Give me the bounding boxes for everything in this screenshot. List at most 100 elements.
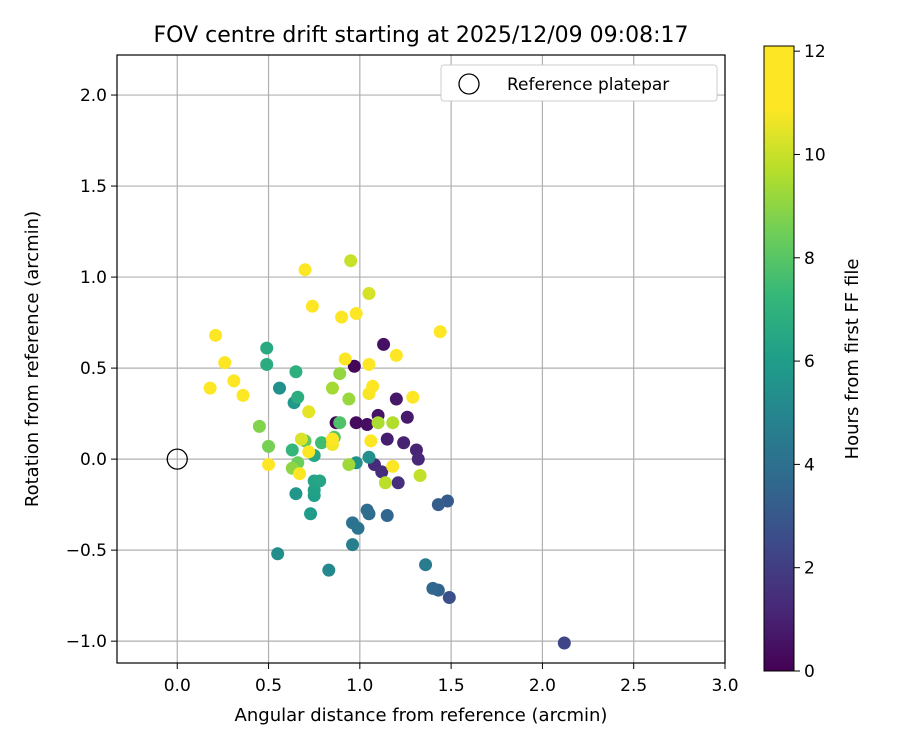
data-point: [413, 469, 427, 483]
data-point: [386, 459, 400, 473]
data-point: [349, 416, 363, 430]
colorbar-gradient: [763, 45, 795, 672]
data-point: [342, 458, 356, 472]
data-point: [380, 509, 394, 523]
data-point: [426, 581, 440, 595]
legend-marker-icon: [458, 73, 480, 95]
data-point: [313, 474, 327, 488]
data-point: [335, 310, 349, 324]
reference-marker: [166, 448, 188, 470]
colorbar: 0 2 4 6 8 10 12 Hours from first FF file: [763, 42, 863, 682]
y-tick-label: 0.5: [80, 359, 107, 379]
data-point: [294, 432, 308, 446]
data-point: [338, 352, 352, 366]
data-point: [419, 558, 433, 572]
x-axis-ticks: 0.0 0.5 1.0 1.5 2.0 2.5 3.0: [164, 663, 739, 696]
data-point: [305, 299, 319, 313]
data-point: [360, 418, 374, 432]
x-axis-label: Angular distance from reference (arcmin): [235, 705, 608, 726]
data-point: [325, 381, 339, 395]
legend: Reference platepar: [440, 64, 718, 102]
x-tick-label: 2.0: [529, 676, 556, 696]
x-tick-label: 2.5: [620, 676, 647, 696]
colorbar-tick-label: 0: [804, 662, 815, 682]
data-point: [325, 432, 339, 446]
data-point: [433, 325, 447, 339]
y-tick-label: −0.5: [66, 541, 107, 561]
data-point: [293, 467, 307, 481]
colorbar-tick-label: 12: [804, 42, 826, 62]
data-point: [360, 503, 374, 517]
colorbar-tick-label: 10: [804, 145, 826, 165]
data-point: [406, 390, 420, 404]
data-point: [344, 254, 358, 268]
data-point: [389, 348, 403, 362]
data-point: [272, 381, 286, 395]
y-tick-label: 1.0: [80, 268, 107, 288]
data-point: [362, 286, 376, 300]
data-point: [386, 416, 400, 430]
y-tick-label: 1.5: [80, 177, 107, 197]
colorbar-label: Hours from first FF file: [842, 259, 863, 460]
y-axis-label: Rotation from reference (arcmin): [22, 211, 43, 507]
colorbar-tick-label: 8: [804, 249, 815, 269]
data-point: [364, 434, 378, 448]
data-point: [362, 357, 376, 371]
x-tick-label: 1.5: [438, 676, 465, 696]
data-point: [389, 392, 403, 406]
data-point: [375, 465, 389, 479]
data-point: [285, 443, 299, 457]
data-point: [203, 381, 217, 395]
data-point: [209, 328, 223, 342]
plot-frame: [116, 54, 726, 664]
x-tick-label: 0.5: [255, 676, 282, 696]
data-point: [380, 432, 394, 446]
data-point: [227, 374, 241, 388]
data-point: [298, 263, 312, 277]
y-tick-label: 2.0: [80, 86, 107, 106]
data-point: [333, 367, 347, 381]
data-point: [262, 439, 276, 453]
data-point: [411, 452, 425, 466]
data-point: [371, 416, 385, 430]
data-point: [260, 341, 274, 355]
data-point: [349, 306, 363, 320]
data-points: [166, 254, 571, 650]
x-tick-label: 1.0: [346, 676, 373, 696]
data-point: [289, 487, 303, 501]
colorbar-tick-label: 4: [804, 455, 815, 475]
data-point: [557, 636, 571, 650]
x-tick-label: 3.0: [711, 676, 738, 696]
data-point: [304, 507, 318, 521]
y-tick-label: −1.0: [66, 632, 107, 652]
data-point: [333, 416, 347, 430]
data-point: [431, 498, 445, 512]
legend-label: Reference platepar: [507, 75, 669, 95]
data-point: [400, 410, 414, 424]
data-point: [391, 476, 405, 490]
data-point: [397, 436, 411, 450]
data-point: [218, 356, 232, 370]
legend-box: [440, 64, 718, 102]
data-point: [262, 458, 276, 472]
data-point: [252, 419, 266, 433]
data-point: [366, 379, 380, 393]
chart-title: FOV centre drift starting at 2025/12/09 …: [154, 23, 689, 48]
y-axis-ticks: −1.0 −0.5 0.0 0.5 1.0 1.5 2.0: [66, 86, 117, 652]
data-point: [342, 392, 356, 406]
data-point: [378, 476, 392, 490]
data-point: [442, 590, 456, 604]
x-tick-label: 0.0: [164, 676, 191, 696]
data-point: [322, 563, 336, 577]
data-point: [291, 390, 305, 404]
data-point: [314, 436, 328, 450]
data-point: [377, 337, 391, 351]
data-point: [302, 445, 316, 459]
data-point: [271, 547, 285, 561]
data-point: [236, 388, 250, 402]
y-tick-label: 0.0: [80, 450, 107, 470]
data-point: [347, 359, 361, 373]
data-point: [289, 365, 303, 379]
data-point: [346, 538, 360, 552]
